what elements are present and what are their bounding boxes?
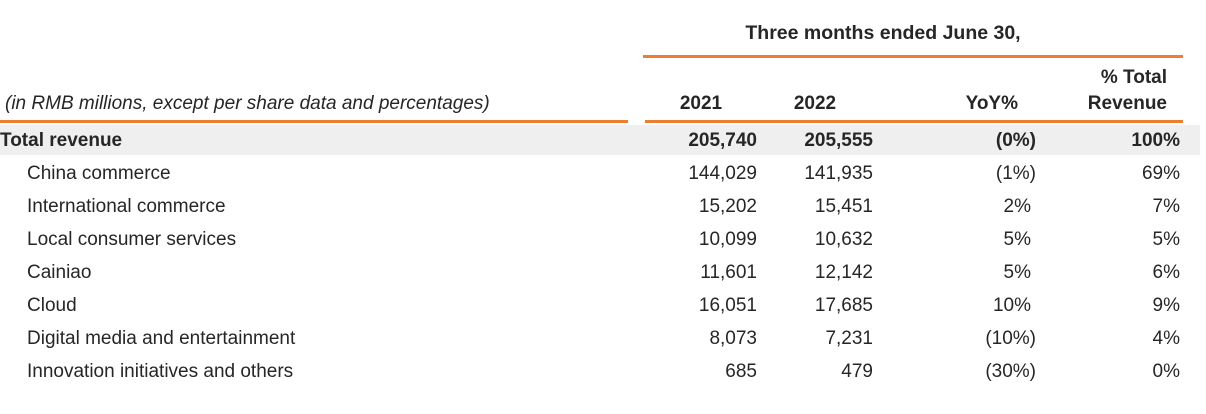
row-label: Total revenue (0, 129, 123, 151)
value-yoy: (30%) (985, 360, 1036, 382)
col-header-pct-total-line2: Revenue (1087, 93, 1167, 114)
value-2022: 17,685 (814, 294, 873, 316)
value-2022: 205,555 (804, 129, 873, 151)
value-2022: 479 (841, 360, 873, 382)
col-header-pct-total-line1: % Total (1100, 67, 1167, 88)
value-pct-total: 0% (1152, 360, 1180, 382)
table-row: Cloud 16,051 17,685 10% 9% (0, 289, 1180, 322)
value-2021: 15,202 (698, 195, 757, 217)
value-2021: 11,601 (700, 261, 757, 283)
revenue-table: Total revenue 205,740 205,555 (0%) 100% … (0, 124, 1180, 388)
row-label: Innovation initiatives and others (27, 360, 294, 382)
value-2022: 7,231 (825, 327, 873, 349)
table-row: China commerce 144,029 141,935 (1%) 69% (0, 157, 1180, 190)
value-pct-total: 6% (1152, 261, 1180, 283)
row-label: Digital media and entertainment (27, 327, 296, 349)
value-2021: 16,051 (698, 294, 757, 316)
value-2022: 10,632 (814, 228, 873, 250)
value-pct-total: 69% (1141, 162, 1180, 184)
table-row: Digital media and entertainment 8,073 7,… (0, 322, 1180, 355)
value-2021: 8,073 (709, 327, 757, 349)
col-header-2021: 2021 (679, 93, 723, 114)
value-yoy: 10% (992, 294, 1031, 316)
period-header: Three months ended June 30, (745, 22, 1021, 44)
header-rule-right (645, 120, 1183, 123)
period-header-rule (643, 55, 1183, 58)
table-row: International commerce 15,202 15,451 2% … (0, 190, 1180, 223)
value-yoy: (10%) (985, 327, 1036, 349)
table-row-total: Total revenue 205,740 205,555 (0%) 100% (0, 124, 1180, 157)
total-row-highlight (0, 125, 1200, 155)
value-2022: 12,142 (814, 261, 873, 283)
unit-note: (in RMB millions, except per share data … (5, 93, 490, 114)
col-header-yoy: YoY% (965, 93, 1018, 114)
value-pct-total: 7% (1152, 195, 1180, 217)
value-2021: 10,099 (698, 228, 757, 250)
value-yoy: (0%) (995, 129, 1036, 151)
value-yoy: 5% (1003, 228, 1031, 250)
row-label: Local consumer services (27, 228, 237, 250)
value-yoy: 2% (1003, 195, 1031, 217)
row-label: China commerce (27, 162, 171, 184)
value-pct-total: 5% (1152, 228, 1180, 250)
table-row: Cainiao 11,601 12,142 5% 6% (0, 256, 1180, 289)
value-pct-total: 4% (1152, 327, 1180, 349)
row-label: International commerce (27, 195, 226, 217)
header-rule-left (0, 120, 628, 123)
row-label: Cainiao (27, 261, 92, 283)
row-label: Cloud (27, 294, 77, 316)
table-row: Innovation initiatives and others 685 47… (0, 355, 1180, 388)
col-header-2022: 2022 (793, 93, 837, 114)
value-yoy: 5% (1003, 261, 1031, 283)
value-pct-total: 100% (1131, 129, 1180, 151)
value-2021: 685 (725, 360, 757, 382)
value-yoy: (1%) (995, 162, 1036, 184)
value-2021: 144,029 (688, 162, 757, 184)
value-pct-total: 9% (1152, 294, 1180, 316)
value-2021: 205,740 (688, 129, 757, 151)
table-row: Local consumer services 10,099 10,632 5%… (0, 223, 1180, 256)
value-2022: 141,935 (804, 162, 873, 184)
value-2022: 15,451 (814, 195, 873, 217)
